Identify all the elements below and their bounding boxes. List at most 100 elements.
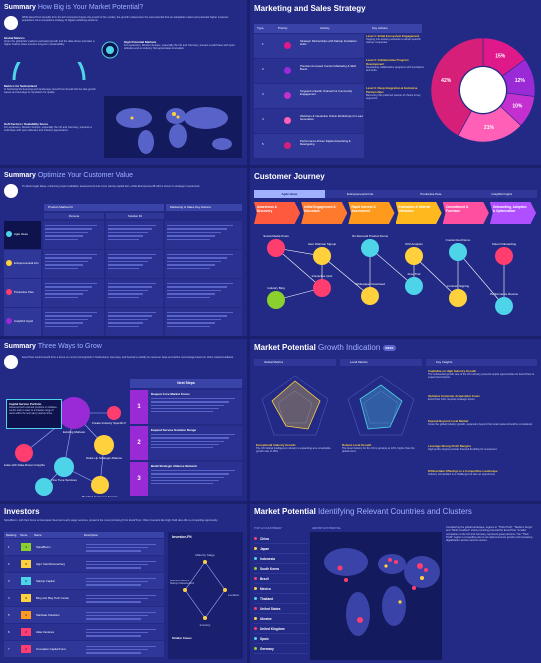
touchpoint-node[interactable] <box>361 287 379 305</box>
activity-text: Strategic Partnerships with Startup Incu… <box>300 39 357 47</box>
text-line <box>108 225 157 227</box>
journey-stage: Rapid Interest & Assessment <box>348 202 395 224</box>
text-line <box>108 238 140 240</box>
text-line <box>86 649 149 651</box>
step-number: 2 <box>130 426 148 460</box>
growth-node[interactable] <box>15 444 33 462</box>
country-item[interactable]: United States <box>254 604 308 614</box>
country-item[interactable]: Mexico <box>254 584 308 594</box>
score: 2 <box>20 641 34 657</box>
text-line <box>86 618 141 620</box>
touchpoint-node[interactable] <box>267 291 285 309</box>
country-item[interactable]: Germany <box>254 644 308 654</box>
switzerland-metrics-heading: Metrics for Switzerland <box>4 84 37 88</box>
persona-tab[interactable]: Agile Ideas <box>4 221 42 249</box>
text-line <box>167 254 233 256</box>
country-dot-icon <box>254 597 257 600</box>
journey-tab[interactable]: Insightful Ingrid <box>491 192 512 196</box>
text-line <box>108 257 152 259</box>
country-item[interactable]: Brazil <box>254 574 308 584</box>
journey-stage: Initial Engagement & Education <box>301 202 348 224</box>
panel-subtitle: Three Ways to Grow <box>37 343 102 350</box>
panel-title: Summary <box>4 343 36 350</box>
growth-node[interactable] <box>35 478 53 496</box>
pie-slice <box>430 37 484 136</box>
touchpoint-node[interactable] <box>495 297 513 315</box>
growth-node-label: Existing Markets <box>63 430 86 434</box>
growth-node[interactable] <box>94 435 114 455</box>
country-item[interactable]: China <box>254 534 308 544</box>
persona-cell <box>43 308 105 336</box>
journey-stage: Onboarding, Adoption & Optimization <box>489 202 537 224</box>
text-line <box>151 437 230 439</box>
persona-name: Insightful Ingrid <box>14 319 33 323</box>
investor-row[interactable]: 4 3 Blug and Play Tech Center <box>4 590 164 606</box>
country-item[interactable]: Japan <box>254 544 308 554</box>
next-step: 2 Expand Service Solution Range <box>130 426 242 460</box>
strategy-rows: 1 Strategic Partnerships with Startup Inc… <box>254 34 364 159</box>
investor-row[interactable]: 3 3 Startup Capital <box>4 573 164 589</box>
touchpoint-node[interactable] <box>405 277 423 295</box>
journey-tab[interactable]: Entrepreneurial Info <box>346 192 374 196</box>
text-line <box>108 228 152 230</box>
insight-heading: Optimize Customer Acquisition Costs <box>428 394 480 398</box>
next-step: 1 Deepen Core Market Focus <box>130 390 242 424</box>
text-line <box>108 286 152 288</box>
text-line <box>86 581 149 583</box>
activity-text: Performance-Driven Digital Advertising &… <box>300 139 351 147</box>
text-line <box>45 228 93 230</box>
investor-row[interactable]: 7 2 Innovation Capital Fund <box>4 641 164 657</box>
panel-title: Market Potential <box>254 507 316 516</box>
pie-label: 42% <box>441 78 452 84</box>
text-line <box>45 267 79 269</box>
text-line <box>151 404 225 406</box>
text-line <box>167 231 222 234</box>
investor-row[interactable]: 6 2 Atlas Ventures <box>4 624 164 640</box>
text-line <box>86 615 149 617</box>
touchpoint-node[interactable] <box>313 247 331 265</box>
text-line <box>86 547 149 549</box>
touchpoint-node[interactable] <box>495 247 513 265</box>
country-item[interactable]: Ukraine <box>254 614 308 624</box>
text-line <box>86 584 141 586</box>
persona-tab[interactable]: Insightful Ingrid <box>4 308 42 336</box>
touchpoint-node[interactable] <box>361 239 379 257</box>
growth-node[interactable] <box>91 476 109 494</box>
touchpoint-label: Client Onboarding <box>492 242 517 246</box>
insight-item: Differentiate Offerings in a Competitive… <box>428 469 536 490</box>
growth-node[interactable] <box>54 457 74 477</box>
touchpoint-node[interactable] <box>267 239 285 257</box>
activity-text: Webinars & Interactive Online Workshops … <box>300 114 363 122</box>
persona-avatar <box>6 231 12 237</box>
text-line <box>86 601 141 603</box>
investor-row[interactable]: 2 3 Hign Yield Ehrenerberg <box>4 556 164 572</box>
panel-title: Marketing and Sales Strategy <box>254 4 366 13</box>
text-line <box>45 322 84 324</box>
journey-tab[interactable]: Productive Pete <box>420 192 442 196</box>
country-item[interactable]: Spain <box>254 634 308 644</box>
country-item[interactable]: Indonesia <box>254 554 308 564</box>
investor-row[interactable]: 5 3 StarGate Solutions <box>4 607 164 623</box>
country-item[interactable]: South Korea <box>254 564 308 574</box>
touchpoint-node[interactable] <box>405 247 423 265</box>
persona-tab[interactable]: Entrepreneurial Info <box>4 250 42 278</box>
panel-growth-indication: Market Potential Growth Indication BETA … <box>250 339 541 501</box>
investor-name: Hign Yield Ehrenerberg <box>36 562 65 566</box>
growth-node[interactable] <box>107 406 121 420</box>
country-dot-icon <box>254 587 257 590</box>
journey-tab[interactable]: Agile Ideas <box>254 190 325 198</box>
investor-row[interactable]: 1 4 SpinaBoom <box>4 539 164 555</box>
text-line <box>45 264 84 266</box>
pmf-header: Product-Market-Fit <box>44 204 164 211</box>
growth-node[interactable] <box>58 397 90 429</box>
persona-tab[interactable]: Productive Pete <box>4 279 42 307</box>
touchpoint-node[interactable] <box>313 279 331 297</box>
strategy-row: 4 Webinars & Interactive Online Workshops… <box>254 109 364 133</box>
country-item[interactable]: Thailand <box>254 594 308 604</box>
text-line <box>108 296 140 298</box>
touchpoint-node[interactable] <box>449 289 467 307</box>
text-line <box>167 322 216 324</box>
country-item[interactable]: United Kingdom <box>254 624 308 634</box>
radar-global <box>261 375 329 436</box>
touchpoint-node[interactable] <box>449 243 467 261</box>
